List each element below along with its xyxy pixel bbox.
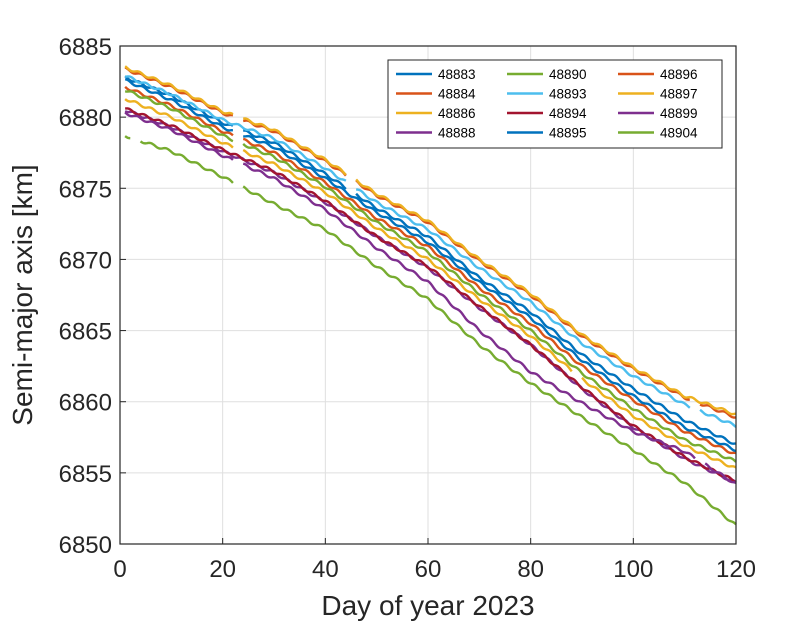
y-tick-label: 6885 bbox=[59, 34, 112, 61]
series-line-48904 bbox=[124, 135, 737, 526]
legend-label-48883: 48883 bbox=[438, 67, 476, 82]
y-tick-label: 6880 bbox=[59, 105, 112, 132]
legend: 48883 48884 48886 48888 48890 48893 48894 48895… bbox=[387, 59, 723, 149]
legend-label-48894: 48894 bbox=[549, 106, 587, 121]
legend-label-48904: 48904 bbox=[660, 126, 698, 141]
legend-label-48886: 48886 bbox=[438, 106, 476, 121]
y-tick-label: 6855 bbox=[59, 461, 112, 488]
legend-label-48888: 48888 bbox=[438, 126, 476, 141]
legend-label-48896: 48896 bbox=[660, 67, 698, 82]
x-axis-title: Day of year 2023 bbox=[321, 590, 534, 621]
y-tick-label: 6875 bbox=[59, 176, 112, 203]
legend-label-48897: 48897 bbox=[660, 87, 698, 102]
y-tick-label: 6860 bbox=[59, 390, 112, 417]
series-line-48884 bbox=[124, 85, 737, 455]
series-line-48886 bbox=[124, 98, 737, 469]
x-tick-label: 20 bbox=[209, 556, 236, 583]
series-line-48893 bbox=[125, 75, 737, 428]
series-line-48899 bbox=[124, 111, 737, 485]
legend-box bbox=[387, 59, 723, 149]
x-tick-label: 40 bbox=[312, 556, 339, 583]
x-tick-label: 100 bbox=[613, 556, 653, 583]
y-axis-title: Semi-major axis [km] bbox=[7, 164, 38, 425]
x-tick-label: 120 bbox=[716, 556, 756, 583]
x-tick-label: 60 bbox=[415, 556, 442, 583]
legend-label-48884: 48884 bbox=[438, 87, 476, 102]
legend-label-48890: 48890 bbox=[549, 67, 587, 82]
x-axis-ticks: 0 20 40 60 80 100 120 bbox=[113, 538, 756, 583]
series-line-48895 bbox=[124, 78, 737, 453]
legend-label-48895: 48895 bbox=[549, 126, 587, 141]
series-line-48897 bbox=[124, 65, 737, 416]
x-tick-label: 0 bbox=[113, 556, 126, 583]
series-line-48890 bbox=[124, 90, 737, 463]
x-tick-label: 80 bbox=[517, 556, 544, 583]
legend-label-48893: 48893 bbox=[549, 87, 587, 102]
series-line-48894 bbox=[124, 107, 737, 484]
y-tick-label: 6850 bbox=[59, 532, 112, 559]
y-tick-label: 6865 bbox=[59, 319, 112, 346]
legend-label-48899: 48899 bbox=[660, 106, 698, 121]
y-axis-ticks: 6850 6855 6860 6865 6870 6875 6880 6885 bbox=[59, 34, 126, 559]
y-tick-label: 6870 bbox=[59, 247, 112, 274]
series-layer bbox=[124, 65, 737, 526]
